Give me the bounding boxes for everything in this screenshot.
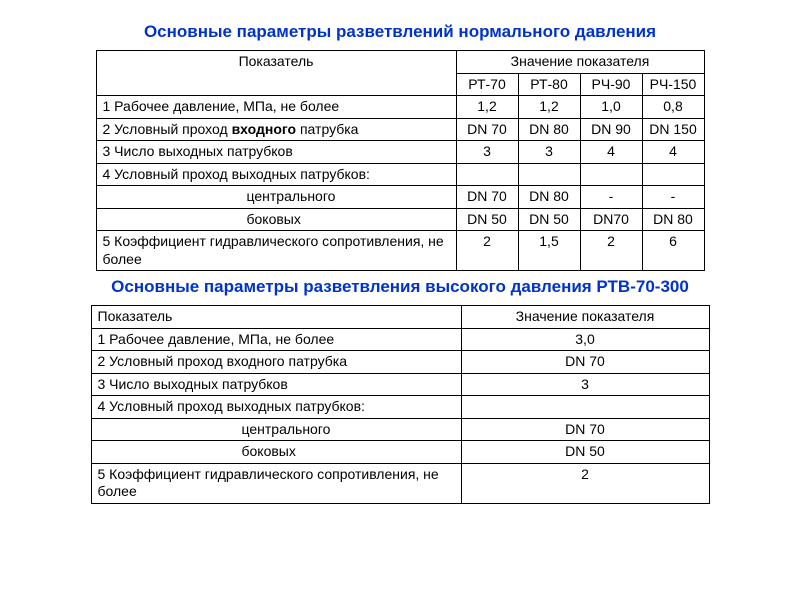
param-value: DN 70 [456,118,518,141]
param-value: DN 70 [456,186,518,209]
param-value: 3 [456,141,518,164]
param-value: 4 [642,141,704,164]
param-value: 1,5 [518,231,580,271]
param-value: DN 50 [461,441,709,464]
param-value: DN 80 [518,186,580,209]
table-row: Показатель Значение показателя [96,51,704,74]
table-row: 2 Условный проход входного патрубкаDN 70… [96,118,704,141]
param-value [518,163,580,186]
param-label: боковых [91,441,461,464]
param-value: 2 [580,231,642,271]
table-row: 4 Условный проход выходных патрубков: [91,396,709,419]
param-value: DN 70 [461,418,709,441]
model-header: РЧ-90 [580,73,642,96]
param-value: DN 150 [642,118,704,141]
param-label: 4 Условный проход выходных патрубков: [96,163,456,186]
param-label: 5 Коэффициент гидравлического сопротивле… [91,463,461,503]
header-parameter: Показатель [96,51,456,96]
model-header: РТ-70 [456,73,518,96]
table-normal-pressure: Показатель Значение показателя РТ-70 РТ-… [96,50,705,271]
param-label-post: патрубка [296,121,358,137]
section2-title: Основные параметры разветвления высокого… [40,277,760,297]
table-row: боковыхDN 50DN 50DN70DN 80 [96,208,704,231]
param-label: 3 Число выходных патрубков [91,373,461,396]
param-value [580,163,642,186]
param-value [461,396,709,419]
param-value: 1,2 [456,96,518,119]
param-label-pre: 2 Условный проход [103,121,232,137]
param-value: 0,8 [642,96,704,119]
param-value: - [580,186,642,209]
param-label: 4 Условный проход выходных патрубков: [91,396,461,419]
param-value: - [642,186,704,209]
table-row: боковыхDN 50 [91,441,709,464]
param-value: 3 [518,141,580,164]
param-value [642,163,704,186]
param-value: 2 [456,231,518,271]
param-label: боковых [96,208,456,231]
table-row: 2 Условный проход входного патрубкаDN 70 [91,351,709,374]
param-label: 2 Условный проход входного патрубка [91,351,461,374]
param-value: DN 50 [456,208,518,231]
param-value: 3 [461,373,709,396]
param-value: 3,0 [461,328,709,351]
param-value: DN 70 [461,351,709,374]
param-label: 1 Рабочее давление, МПа, не более [91,328,461,351]
param-value [456,163,518,186]
table-row: 3 Число выходных патрубков3 [91,373,709,396]
header-value: Значение показателя [456,51,704,74]
param-label: 1 Рабочее давление, МПа, не более [96,96,456,119]
param-value: 1,0 [580,96,642,119]
param-value: DN 90 [580,118,642,141]
param-value: 2 [461,463,709,503]
param-value: 1,2 [518,96,580,119]
param-value: 4 [580,141,642,164]
header-parameter: Показатель [91,306,461,329]
param-label: центрального [96,186,456,209]
table-row: 4 Условный проход выходных патрубков: [96,163,704,186]
table-row: центральногоDN 70DN 80-- [96,186,704,209]
section1-title: Основные параметры разветвлений нормальн… [40,22,760,42]
param-value: DN 80 [518,118,580,141]
param-label: 3 Число выходных патрубков [96,141,456,164]
model-header: РТ-80 [518,73,580,96]
param-label: центрального [91,418,461,441]
param-value: DN 50 [518,208,580,231]
table-row: 1 Рабочее давление, МПа, не более1,21,21… [96,96,704,119]
param-value: DN 80 [642,208,704,231]
table-high-pressure: Показатель Значение показателя 1 Рабочее… [91,305,710,504]
param-value: DN70 [580,208,642,231]
param-value: 6 [642,231,704,271]
table-row: 3 Число выходных патрубков3344 [96,141,704,164]
table-row: 5 Коэффициент гидравлического сопротивле… [91,463,709,503]
table-row: 1 Рабочее давление, МПа, не более3,0 [91,328,709,351]
table-row: Показатель Значение показателя [91,306,709,329]
model-header: РЧ-150 [642,73,704,96]
header-value: Значение показателя [461,306,709,329]
param-label-bold: входного [232,121,297,137]
param-label: 5 Коэффициент гидравлического сопротивле… [96,231,456,271]
table-row: 5 Коэффициент гидравлического сопротивле… [96,231,704,271]
param-label: 2 Условный проход входного патрубка [96,118,456,141]
table-row: центральногоDN 70 [91,418,709,441]
